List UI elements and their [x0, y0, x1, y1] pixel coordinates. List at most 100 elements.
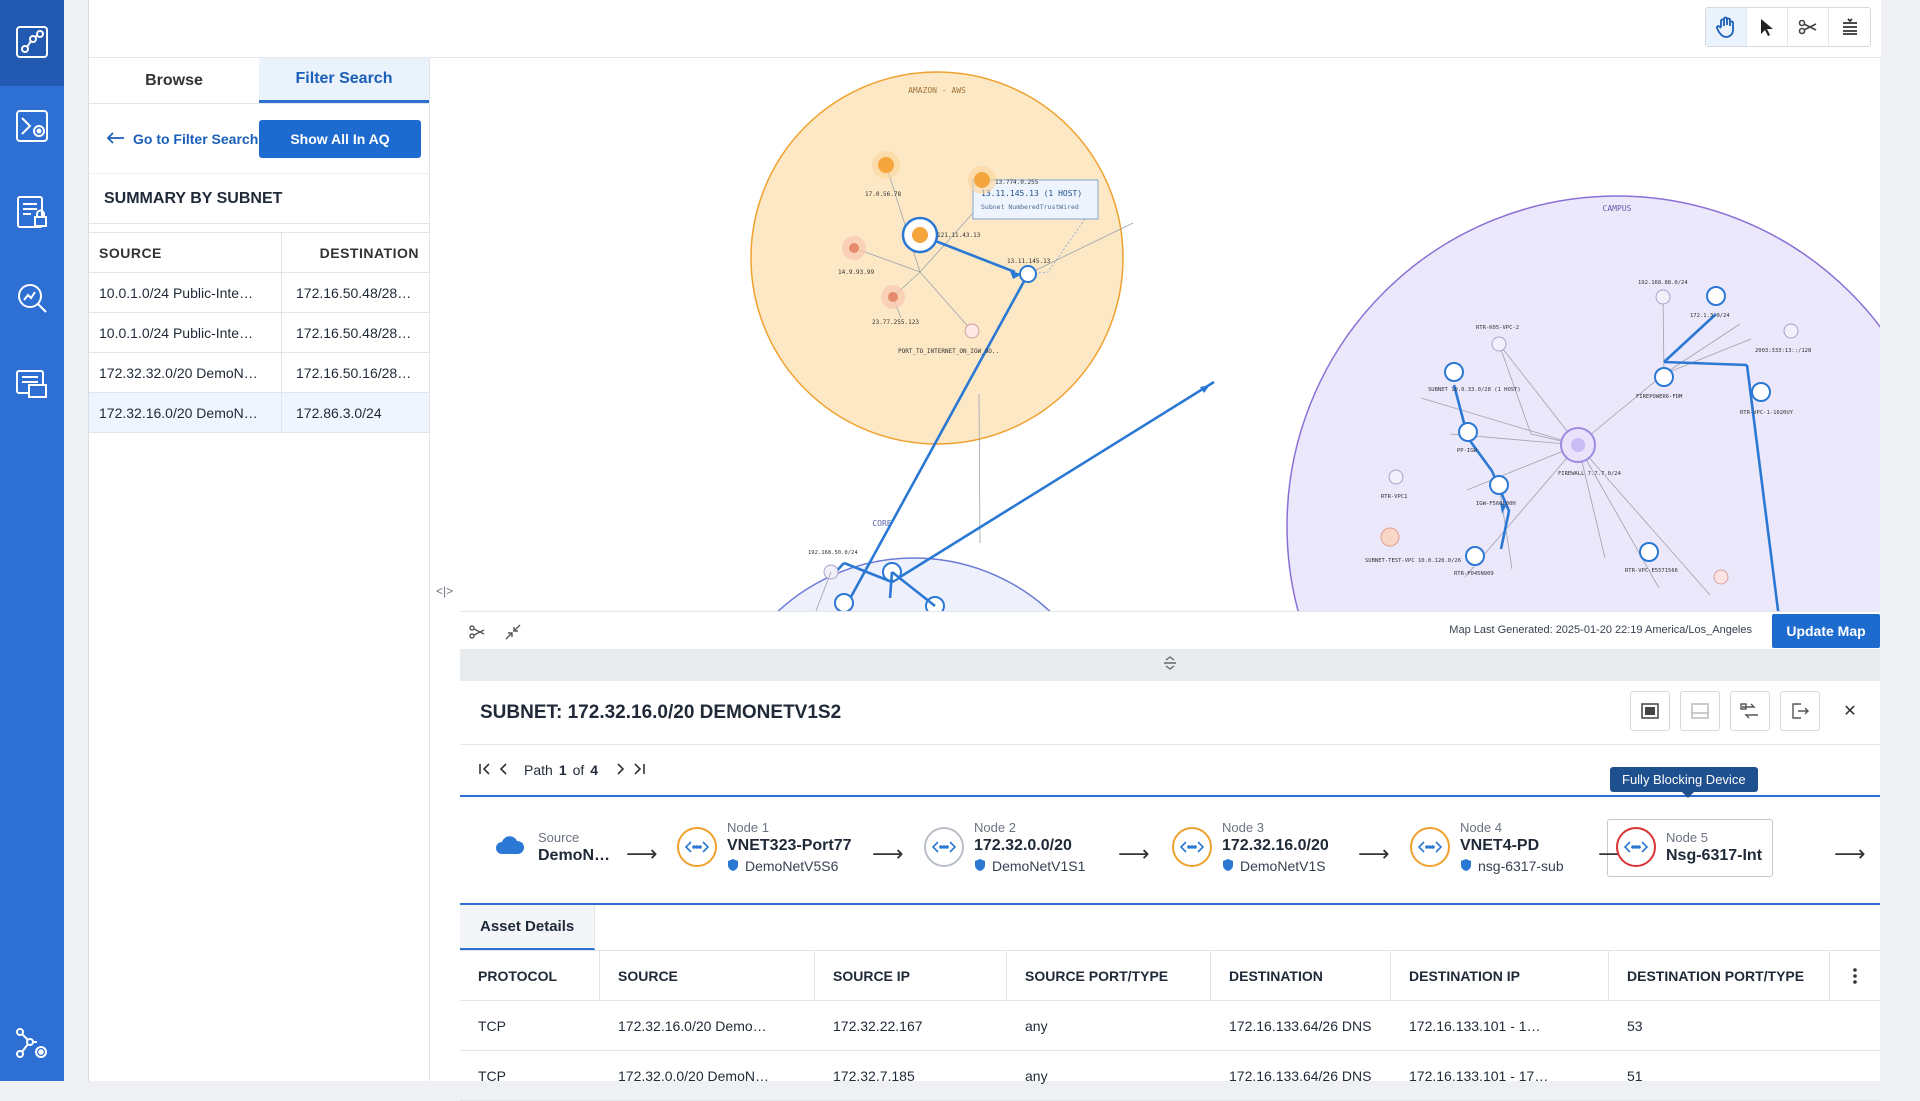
cell: 172.32.16.0/20 Demo…	[618, 1017, 767, 1034]
table-row[interactable]: TCP 172.32.16.0/20 Demo… 172.32.22.167 a…	[460, 1001, 1880, 1051]
panel-splitter-icon[interactable]: <|>	[436, 584, 454, 598]
show-all-in-aq-button[interactable]: Show All In AQ	[259, 119, 421, 158]
aws-node-label: 17.0.56.78	[865, 191, 902, 198]
node-name: 172.32.0.0/20	[974, 836, 1072, 854]
table-row[interactable]: 172.32.32.0/20 DemoN… 172.16.50.16/28…	[89, 353, 429, 393]
node-sub: DemoNetV1S	[1240, 858, 1326, 874]
table-row-selected[interactable]: 172.32.16.0/20 DemoN… 172.86.3.0/24	[89, 393, 429, 433]
row-destination: 172.16.50.16/28…	[296, 364, 412, 381]
table-row[interactable]: TCP 172.32.0.0/20 DemoN… 172.32.7.185 an…	[460, 1051, 1880, 1101]
pointer-icon[interactable]	[1747, 8, 1788, 46]
node-label: Node 2	[974, 819, 1016, 835]
topology-icon[interactable]	[12, 22, 52, 62]
col-source[interactable]: SOURCE	[600, 951, 815, 1000]
left-tabs: Browse Filter Search	[89, 58, 429, 104]
path-node-4[interactable]: Node 4 VNET4-PD nsg-6317-sub	[1410, 811, 1564, 883]
split-panel-icon[interactable]	[1680, 691, 1720, 731]
path-node-5[interactable]: Node 5 Nsg-6317-Int	[1616, 811, 1762, 883]
cell: TCP	[478, 1067, 506, 1084]
first-page-icon[interactable]	[478, 762, 492, 778]
row-source: 172.32.16.0/20 DemoN…	[89, 393, 282, 432]
arrow-right-icon: ⟶	[872, 841, 904, 866]
path-trace-icon[interactable]	[1788, 8, 1829, 46]
collapse-icon[interactable]	[500, 620, 526, 644]
last-page-icon[interactable]	[632, 762, 646, 778]
row-source: 10.0.1.0/24 Public-Inte…	[89, 273, 282, 312]
panel-resizer[interactable]	[460, 649, 1880, 681]
settings-network-icon[interactable]	[12, 1024, 52, 1064]
cell: 51	[1627, 1067, 1643, 1084]
col-destination[interactable]: DESTINATION	[1211, 951, 1391, 1000]
path-analysis-icon[interactable]	[12, 106, 52, 146]
cell: 172.16.133.101 - 1…	[1409, 1017, 1541, 1034]
cell: 172.16.133.64/26 DNS	[1229, 1067, 1372, 1084]
campus-nodes[interactable]	[1380, 286, 1799, 585]
next-page-icon[interactable]	[616, 762, 626, 778]
col-destination[interactable]: DESTINATION	[319, 244, 419, 261]
cell: any	[1025, 1067, 1048, 1084]
node-name: Nsg-6317-Int	[1666, 846, 1763, 864]
arrow-right-icon: ⟶	[626, 841, 658, 866]
path-trace-small-icon[interactable]	[464, 620, 490, 644]
col-source[interactable]: SOURCE	[89, 233, 282, 272]
shield-icon	[727, 858, 739, 875]
update-map-button[interactable]: Update Map	[1772, 614, 1880, 648]
export-icon[interactable]	[1780, 691, 1820, 731]
search-analytics-icon[interactable]	[12, 278, 52, 318]
col-destination-ip[interactable]: DESTINATION IP	[1391, 951, 1609, 1000]
aws-node-label: 13.774.0.255	[995, 179, 1039, 186]
row-destination: 172.86.3.0/24	[296, 404, 382, 421]
col-protocol[interactable]: PROTOCOL	[460, 951, 600, 1000]
campus-node-label: RTR-F045N909	[1454, 571, 1494, 577]
topology-map[interactable]: AMAZON - AWS CAMPUS CORE	[460, 58, 1880, 611]
tab-asset-details[interactable]: Asset Details	[460, 905, 596, 950]
table-row[interactable]: 10.0.1.0/24 Public-Inte… 172.16.50.48/28…	[89, 313, 429, 353]
aws-node-label: 23.77.255.123	[872, 319, 919, 326]
nav-active-bg	[0, 0, 64, 86]
aws-node-label: 13.11.145.13	[1007, 258, 1051, 265]
swap-direction-icon[interactable]	[1730, 691, 1770, 731]
left-actions: Go to Filter Search Show All In AQ	[89, 104, 429, 174]
node-name: VNET4-PD	[1460, 836, 1540, 854]
node-name: VNET323-Port77	[727, 836, 852, 854]
node-name: DemoN…	[538, 846, 611, 864]
node-label: Node 3	[1222, 819, 1264, 835]
col-source-ip[interactable]: SOURCE IP	[815, 951, 1007, 1000]
path-of: of	[572, 762, 585, 778]
col-source-port[interactable]: SOURCE PORT/TYPE	[1007, 951, 1211, 1000]
asset-list-icon[interactable]	[12, 364, 52, 404]
aws-nodes[interactable]	[842, 151, 1037, 339]
resize-handle-icon	[1163, 655, 1177, 676]
node-label: Node 4	[1460, 819, 1502, 835]
path-source[interactable]: Source DemoN…	[494, 811, 610, 883]
arrow-right-icon: ⟶	[1118, 841, 1150, 866]
aws-node-label: PORT_TO_INTERNET_ON_IGW_OO..	[898, 348, 999, 355]
map-bottom-bar: Map Last Generated: 2025-01-20 22:19 Ame…	[460, 611, 1880, 649]
campus-node-label: SUBNET-TEST-VPC 10.0.120.0/26	[1365, 558, 1461, 564]
cell: any	[1025, 1017, 1048, 1034]
prev-page-icon[interactable]	[498, 762, 508, 778]
go-to-filter-search-link[interactable]: Go to Filter Search	[106, 130, 259, 147]
cell: TCP	[478, 1017, 506, 1034]
maximize-panel-icon[interactable]	[1630, 691, 1670, 731]
router-icon	[1172, 827, 1212, 867]
report-lock-icon[interactable]	[12, 192, 52, 232]
table-row[interactable]: 10.0.1.0/24 Public-Inte… 172.16.50.48/28…	[89, 273, 429, 313]
path-node-2[interactable]: Node 2 172.32.0.0/20 DemoNetV1S1	[924, 811, 1085, 883]
close-icon[interactable]: ✕	[1843, 703, 1857, 720]
layers-icon[interactable]	[1829, 8, 1870, 46]
hand-pan-icon[interactable]	[1706, 8, 1747, 46]
aws-node-label: 14.9.93.99	[838, 269, 875, 276]
path-node-1[interactable]: Node 1 VNET323-Port77 DemoNetV5S6	[677, 811, 852, 883]
path-node-3[interactable]: Node 3 172.32.16.0/20 DemoNetV1S	[1172, 811, 1329, 883]
col-destination-port[interactable]: DESTINATION PORT/TYPE	[1609, 951, 1830, 1000]
tab-filter-search[interactable]: Filter Search	[259, 58, 429, 103]
row-source: 10.0.1.0/24 Public-Inte…	[89, 313, 282, 352]
more-options-icon[interactable]	[1830, 951, 1880, 1000]
shield-icon	[974, 858, 986, 875]
tab-browse[interactable]: Browse	[145, 71, 203, 89]
go-link-label: Go to Filter Search	[133, 130, 259, 147]
core-label: CORE	[872, 519, 891, 528]
host-callout[interactable]	[972, 179, 1099, 220]
campus-node-label: FIREWALL 7.7.7.0/24	[1558, 471, 1622, 477]
